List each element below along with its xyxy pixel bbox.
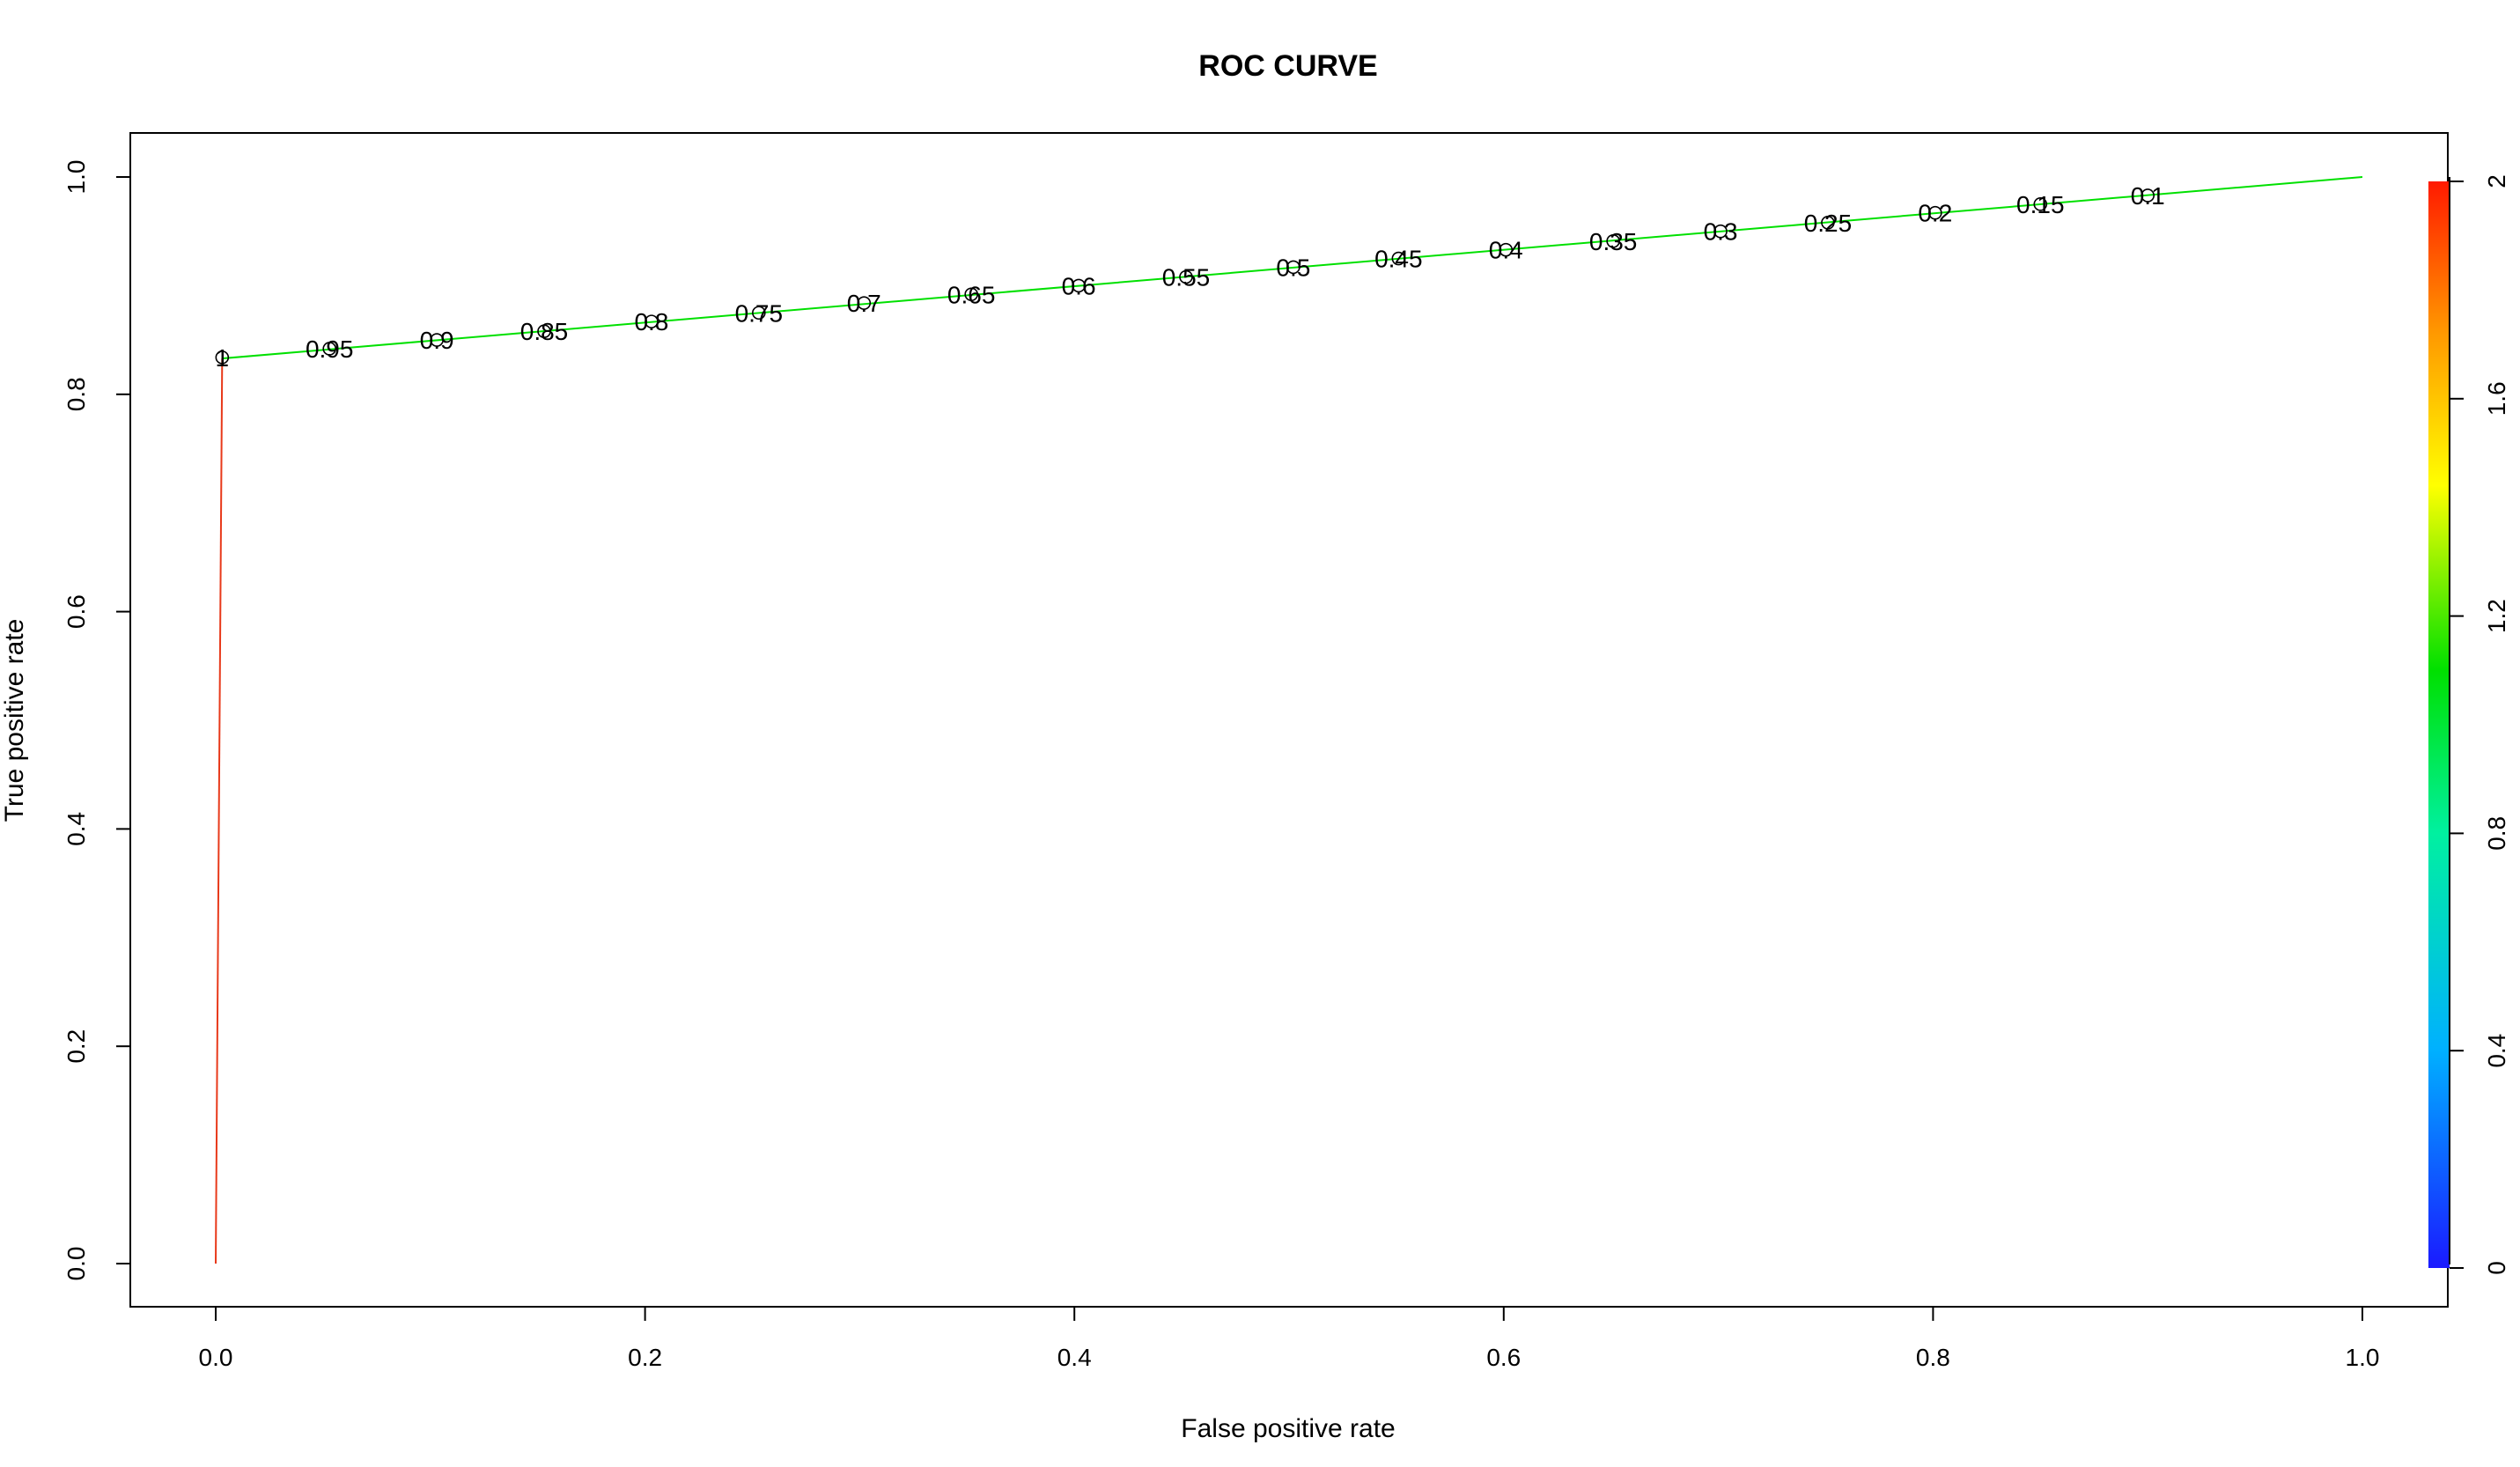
cutoff-marker (322, 342, 337, 356)
x-tick-label: 0.8 (1916, 1344, 1950, 1371)
cutoff-marker (430, 333, 444, 347)
cutoff-marker (752, 306, 766, 321)
cutoff-marker (1928, 205, 1942, 220)
cutoff-marker (2033, 197, 2048, 211)
cutoff-label: 0.8 (634, 308, 668, 335)
x-tick-label: 0.6 (1486, 1344, 1521, 1371)
y-tick-label: 1.0 (63, 160, 90, 195)
y-tick-label: 0.8 (63, 377, 90, 411)
cutoff-label: 0.25 (1804, 210, 1853, 237)
colorbar: 0 0.4 0.8 1.2 1.6 2 (2428, 174, 2510, 1275)
cutoff-marker (1713, 224, 1728, 239)
cutoff-label: 0.15 (2016, 191, 2065, 218)
roc-curve (215, 176, 2363, 1264)
cutoff-marker (1821, 216, 1835, 230)
cutoff-marker (1286, 260, 1301, 275)
y-axis-title: True positive rate (0, 619, 29, 822)
x-axis: 0.0 0.2 0.4 0.6 0.8 1.0 (199, 1306, 2380, 1371)
colorbar-tick-label: 0.8 (2483, 816, 2510, 851)
cutoff-label: 0.1 (2131, 182, 2165, 210)
cutoff-points: 1 0.95 0.9 0.85 0.8 0.75 0.7 0.65 0.6 0.55 0.5 0.45… (215, 182, 2165, 372)
cutoff-label: 0.45 (1374, 246, 1423, 273)
cutoff-label: 0.65 (947, 281, 996, 308)
cutoff-marker (1179, 269, 1193, 284)
roc-curve-segment (215, 358, 224, 1264)
cutoff-marker (1499, 242, 1514, 257)
cutoff-marker (215, 350, 230, 365)
y-axis: 0.0 0.2 0.4 0.6 0.8 1.0 (63, 160, 131, 1281)
cutoff-label: 0.9 (420, 327, 454, 354)
cutoff-label: 0.5 (1276, 254, 1310, 281)
cutoff-label: 0.3 (1704, 218, 1738, 246)
y-tick-label: 0.2 (63, 1029, 90, 1064)
colorbar-tick-label: 2 (2483, 174, 2510, 188)
cutoff-marker (857, 296, 872, 310)
chart-title: ROC CURVE (1198, 49, 1377, 83)
cutoff-label: 0.7 (847, 290, 881, 317)
plot-frame (129, 132, 2449, 1308)
cutoff-marker (1391, 251, 1406, 266)
roc-curve-segment (222, 176, 2363, 360)
cutoff-label: 0.85 (520, 318, 569, 345)
x-tick-label: 0.2 (628, 1344, 662, 1371)
cutoff-label: 0.4 (1489, 237, 1523, 264)
cutoff-marker (1606, 234, 1620, 248)
cutoff-marker (1072, 278, 1086, 293)
x-tick-label: 0.4 (1057, 1344, 1092, 1371)
cutoff-label: 0.2 (1918, 200, 1952, 227)
cutoff-label: 0.95 (306, 335, 354, 363)
y-tick-label: 0.0 (63, 1247, 90, 1281)
x-tick-label: 0.0 (199, 1344, 233, 1371)
colorbar-tick-label: 0.4 (2483, 1034, 2510, 1068)
cutoff-marker (537, 324, 551, 339)
colorbar-tick-label: 1.6 (2483, 381, 2510, 416)
y-tick-label: 0.6 (63, 594, 90, 629)
cutoff-marker (645, 314, 659, 328)
cutoff-label: 0.55 (1162, 264, 1211, 291)
cutoff-label: 0.6 (1062, 272, 1096, 299)
colorbar-gradient (2428, 181, 2450, 1268)
colorbar-tick-label: 0 (2483, 1261, 2510, 1275)
x-axis-title: False positive rate (1181, 1414, 1395, 1443)
cutoff-label: 0.35 (1589, 228, 1638, 255)
cutoff-marker (2141, 188, 2155, 203)
x-tick-label: 1.0 (2346, 1344, 2380, 1371)
y-tick-label: 0.4 (63, 812, 90, 846)
colorbar-tick-label: 1.2 (2483, 599, 2510, 633)
cutoff-marker (964, 287, 978, 302)
cutoff-label: 1 (216, 344, 230, 372)
cutoff-label: 0.75 (735, 299, 784, 327)
